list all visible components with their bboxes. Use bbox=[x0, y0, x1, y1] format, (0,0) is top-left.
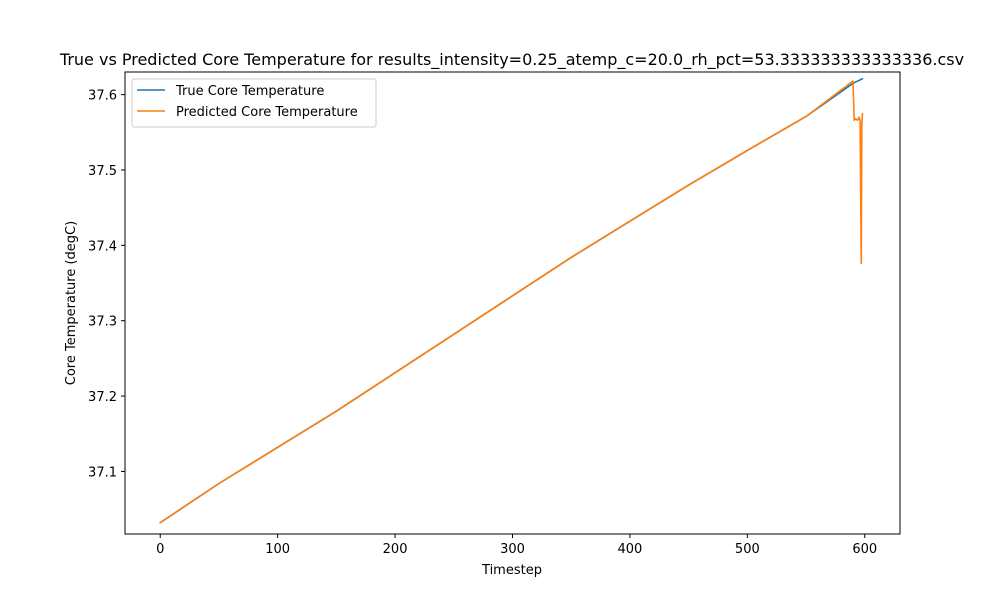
legend-label: True Core Temperature bbox=[175, 84, 324, 99]
legend: True Core Temperature Predicted Core Temp… bbox=[131, 78, 377, 128]
x-tick-label: 100 bbox=[265, 542, 290, 557]
x-tick-label: 400 bbox=[618, 542, 643, 557]
legend-label: Predicted Core Temperature bbox=[176, 105, 358, 120]
y-tick-label: 37.6 bbox=[88, 89, 117, 104]
x-tick-label: 0 bbox=[156, 542, 164, 557]
chart-title: True vs Predicted Core Temperature for r… bbox=[59, 50, 964, 70]
x-tick-label: 500 bbox=[735, 542, 760, 557]
series-line-predicted-core-temperature bbox=[159, 80, 864, 524]
x-tick-label: 300 bbox=[500, 542, 525, 557]
y-tick-label: 37.3 bbox=[88, 315, 117, 330]
plot-frame bbox=[124, 71, 901, 535]
x-axis-label: Timestep bbox=[481, 563, 542, 578]
x-tick-label: 600 bbox=[852, 542, 877, 557]
y-tick-label: 37.5 bbox=[88, 164, 117, 179]
y-axis-ticks: 37.1 37.2 37.3 37.4 37.5 37.6 bbox=[88, 89, 125, 480]
x-tick-label: 200 bbox=[383, 542, 408, 557]
legend-box bbox=[131, 78, 377, 128]
y-tick-label: 37.1 bbox=[88, 465, 117, 480]
series-layer bbox=[159, 77, 864, 524]
y-tick-label: 37.4 bbox=[88, 239, 117, 254]
y-tick-label: 37.2 bbox=[88, 390, 117, 405]
y-axis-label: Core Temperature (degC) bbox=[64, 221, 79, 385]
x-axis-ticks: 0 100 200 300 400 500 600 bbox=[156, 534, 877, 557]
